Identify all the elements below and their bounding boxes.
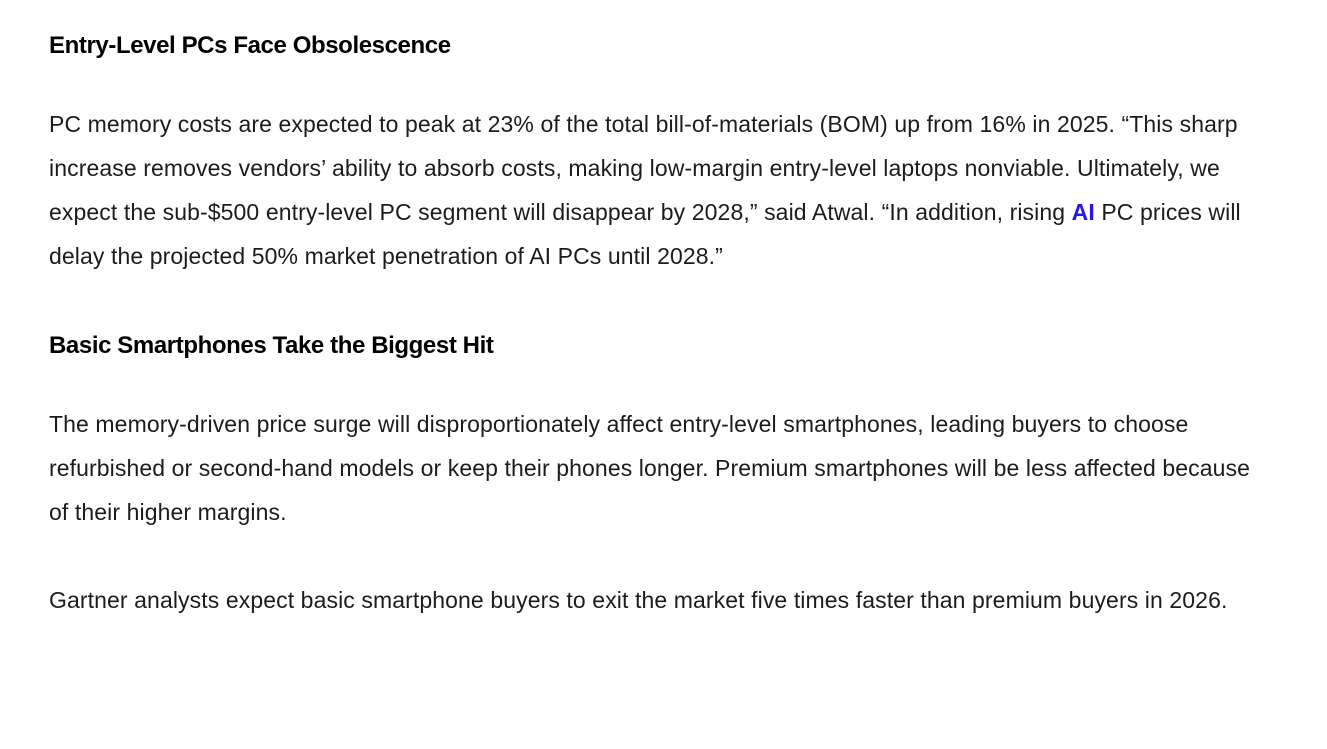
paragraph-text-before-link: PC memory costs are expected to peak at …	[49, 111, 1238, 225]
ai-link[interactable]: AI	[1071, 199, 1095, 225]
paragraph-pc-memory-costs: PC memory costs are expected to peak at …	[49, 102, 1264, 278]
paragraph-gartner-analysts: Gartner analysts expect basic smartphone…	[49, 587, 1228, 613]
paragraph-text-after-link: PC prices will delay the projected 50% m…	[49, 199, 1241, 269]
article-body: Entry-Level PCs Face Obsolescence PC mem…	[49, 32, 1264, 613]
section-heading-basic-smartphones: Basic Smartphones Take the Biggest Hit	[49, 332, 494, 359]
paragraph-memory-driven-surge: The memory-driven price surge will dispr…	[49, 411, 1251, 525]
section-heading-entry-level-pcs: Entry-Level PCs Face Obsolescence	[49, 32, 451, 59]
